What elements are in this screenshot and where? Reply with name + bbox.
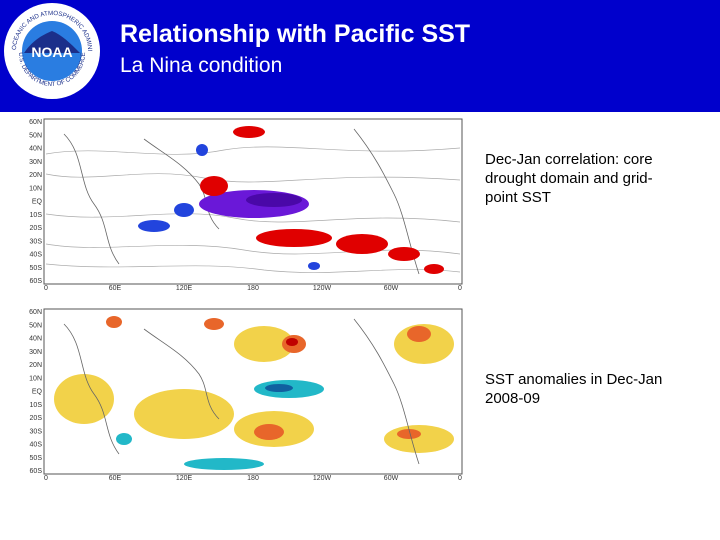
lat-tick-label: 30N — [29, 159, 42, 166]
lon-tick-label: 60W — [384, 285, 399, 290]
lat-tick-label: 50S — [30, 455, 43, 462]
noaa-acronym: NOAA — [31, 44, 72, 60]
lat-tick-label: 20S — [30, 415, 43, 422]
lon-tick-label: 0 — [458, 285, 462, 290]
lat-tick-label: 40S — [30, 442, 43, 449]
lon-tick-label: 120W — [313, 285, 332, 290]
slide-title: Relationship with Pacific SST — [120, 20, 471, 48]
lat-tick-label: 10S — [30, 212, 43, 219]
lat-tick-label: 40S — [30, 252, 43, 259]
lon-tick-label: 0 — [44, 475, 48, 480]
anomaly-map: 60N 50N 40N 30N 20N 10N EQ 10S 20S 30S 40S 50S 60S 0… — [29, 308, 463, 480]
lat-tick-label: 20S — [30, 225, 43, 232]
noaa-logo: NOAA NATIONAL OCEANIC AND ATMOSPHERIC AD… — [2, 1, 100, 99]
slide-subtitle: La Nina condition — [120, 54, 283, 77]
lat-tick-label: 40N — [29, 146, 42, 153]
lat-tick-label: 30S — [30, 238, 43, 245]
lon-tick-label: 120W — [313, 475, 332, 480]
lon-tick-label: 60E — [109, 285, 122, 290]
lon-tick-label: 120E — [176, 285, 193, 290]
lon-tick-label: 180 — [247, 475, 259, 480]
lon-tick-label: 0 — [44, 285, 48, 290]
lat-tick-label: 60N — [29, 309, 42, 316]
lat-tick-label: 50N — [29, 132, 42, 139]
correlation-caption: Dec-Jan correlation: core drought domain… — [485, 151, 653, 206]
lat-tick-label: 10N — [29, 375, 42, 382]
lat-tick-label: 60S — [30, 468, 43, 475]
lon-tick-label: 60E — [109, 475, 122, 480]
lat-tick-label: 50S — [30, 265, 43, 272]
lat-tick-label: 20N — [29, 362, 42, 369]
correlation-map: 60N 50N 40N 30N 20N 10N EQ 10S 20S 30S 40S 50S 60S 0… — [29, 118, 463, 290]
lat-tick-label: EQ — [32, 389, 43, 396]
anomaly-caption: SST anomalies in Dec-Jan 2008-09 — [485, 371, 663, 407]
contour-lines — [45, 146, 461, 273]
lat-tick-label: 60N — [29, 119, 42, 126]
lat-tick-label: EQ — [32, 199, 43, 206]
lon-tick-label: 0 — [458, 475, 462, 480]
lat-tick-label: 10N — [29, 185, 42, 192]
coastlines — [63, 318, 420, 465]
lon-tick-label: 120E — [176, 475, 193, 480]
anomaly-fills — [54, 316, 454, 470]
lat-tick-label: 10S — [30, 402, 43, 409]
lat-tick-label: 30S — [30, 428, 43, 435]
header-bar: NOAA NATIONAL OCEANIC AND ATMOSPHERIC AD… — [0, 0, 720, 112]
lat-tick-label: 50N — [29, 322, 42, 329]
lat-tick-label: 60S — [30, 278, 43, 285]
correlation-blobs — [138, 126, 444, 274]
lat-tick-label: 30N — [29, 349, 42, 356]
lat-tick-label: 20N — [29, 172, 42, 179]
lat-tick-label: 40N — [29, 336, 42, 343]
lon-tick-label: 60W — [384, 475, 399, 480]
lon-tick-label: 180 — [247, 285, 259, 290]
